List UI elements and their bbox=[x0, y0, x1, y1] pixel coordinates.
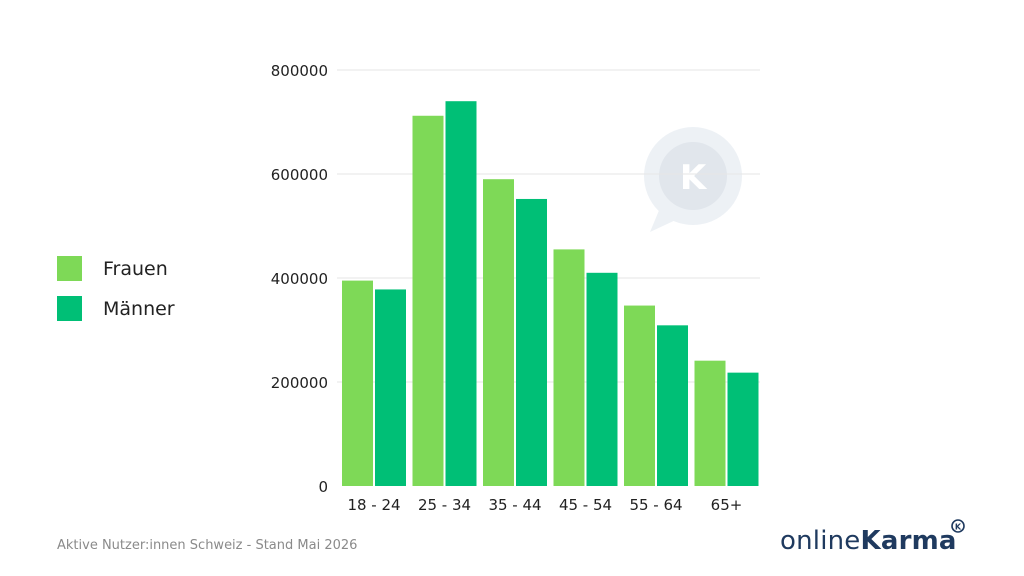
x-category-label: 45 - 54 bbox=[559, 496, 612, 514]
footnote: Aktive Nutzer:innen Schweiz - Stand Mai … bbox=[57, 538, 358, 553]
bar-frauen-6 bbox=[694, 360, 726, 486]
bar-männer-4 bbox=[586, 272, 618, 486]
x-category-label: 65+ bbox=[711, 496, 743, 514]
y-tick-label: 0 bbox=[318, 478, 328, 496]
legend-label: Frauen bbox=[103, 258, 168, 280]
legend-swatch-männer bbox=[57, 296, 82, 321]
x-category-label: 55 - 64 bbox=[629, 496, 682, 514]
y-tick-label: 600000 bbox=[271, 166, 328, 184]
x-category-label: 35 - 44 bbox=[488, 496, 541, 514]
svg-text:K: K bbox=[680, 158, 708, 198]
brand-badge-icon: K bbox=[951, 519, 965, 533]
bar-männer-5 bbox=[657, 325, 688, 486]
brand-strong: Karma bbox=[860, 526, 957, 556]
bar-frauen-2 bbox=[412, 115, 444, 486]
bar-frauen-4 bbox=[553, 249, 585, 486]
y-tick-label: 400000 bbox=[271, 270, 328, 288]
bar-frauen-1 bbox=[342, 280, 373, 486]
svg-text:K: K bbox=[955, 523, 962, 532]
x-category-label: 25 - 34 bbox=[418, 496, 471, 514]
bar-männer-1 bbox=[375, 289, 406, 486]
legend-label: Männer bbox=[103, 298, 175, 320]
legend-swatch-frauen bbox=[57, 256, 82, 281]
bar-frauen-5 bbox=[624, 305, 655, 486]
y-tick-label: 200000 bbox=[271, 374, 328, 392]
bar-männer-3 bbox=[516, 198, 547, 486]
bar-frauen-3 bbox=[483, 179, 514, 486]
y-tick-label: 800000 bbox=[271, 62, 328, 80]
brand-logo: onlineKarma bbox=[780, 526, 957, 556]
chat-bubble-k-icon: K bbox=[644, 127, 742, 232]
bar-männer-6 bbox=[727, 372, 759, 486]
x-category-label: 18 - 24 bbox=[347, 496, 400, 514]
bar-männer-2 bbox=[445, 101, 477, 486]
brand-prefix: online bbox=[780, 526, 861, 556]
